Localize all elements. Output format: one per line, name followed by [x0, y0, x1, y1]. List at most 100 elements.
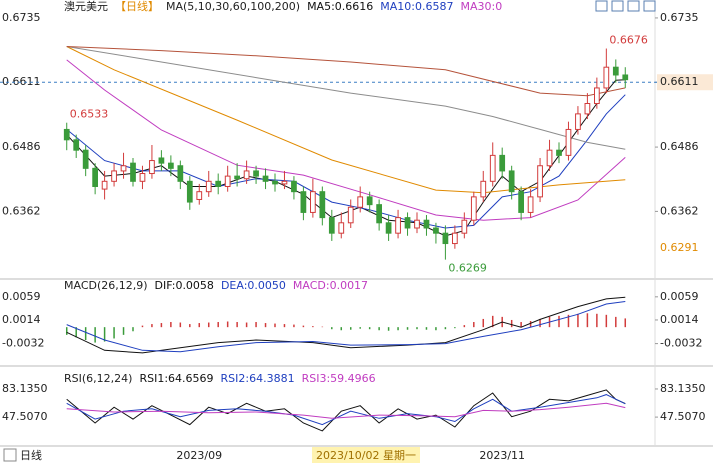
- period-button[interactable]: 日线: [20, 448, 42, 462]
- header-item: MA10:0.6587: [380, 0, 453, 13]
- candle-body: [168, 162, 174, 169]
- y-tick-label: 47.5070: [2, 410, 48, 423]
- candle-body: [603, 66, 610, 89]
- candle-body: [452, 232, 458, 245]
- candle-body: [442, 232, 449, 245]
- candle-body: [224, 175, 231, 187]
- candle-body: [281, 180, 288, 185]
- candle-body: [376, 204, 382, 224]
- candle-body: [291, 180, 297, 193]
- y-tick-label-right: 0.6362: [660, 204, 699, 217]
- series-line: [66, 46, 626, 150]
- candle-body: [63, 128, 70, 141]
- tool-icon[interactable]: [611, 0, 624, 12]
- y-tick-label-right: 0.0059: [660, 290, 699, 303]
- candle-body: [461, 219, 468, 234]
- candle-body: [366, 196, 373, 206]
- y-tick-label: 83.1350: [2, 382, 48, 395]
- candle-body: [205, 180, 212, 193]
- series-line: [66, 301, 626, 353]
- candle-body: [480, 180, 487, 198]
- candle-body: [546, 149, 553, 167]
- y-tick-label: 0.6611: [2, 75, 41, 88]
- candle-body: [111, 170, 117, 182]
- y-tick-label-right: 0.0014: [660, 313, 699, 326]
- header-item: 澳元美元: [64, 0, 108, 13]
- y-tick-label-right: 83.1350: [660, 382, 706, 395]
- panel-header: MACD(26,12,9) DIF:0.0058 DEA:0.0050 MACD:0.…: [64, 279, 368, 292]
- candle-body: [489, 154, 496, 182]
- right-price-label: 0.6291: [660, 241, 699, 254]
- y-tick-label-right: 0.6611: [660, 75, 699, 88]
- candle-body: [101, 180, 108, 190]
- header-item: RSI(6,12,24): [64, 372, 132, 385]
- header-item: RSI1:64.6569: [139, 372, 213, 385]
- candle-body: [262, 175, 269, 182]
- header-item: MACD:0.0017: [293, 279, 368, 292]
- candle-body: [243, 170, 250, 180]
- series-line: [66, 389, 626, 432]
- y-tick-label-right: -0.0032: [660, 337, 702, 350]
- candle-body: [338, 222, 345, 234]
- candle-body: [300, 191, 307, 213]
- header-item: DIF:0.0058: [155, 279, 214, 292]
- panel-header: 澳元美元 【日线】 MA(5,10,30,60,100,200) MA5:0.6616…: [64, 0, 502, 13]
- candle-body: [575, 113, 581, 130]
- candle-body: [584, 103, 591, 115]
- y-tick-label: 0.6735: [2, 11, 41, 24]
- header-item: RSI3:59.4966: [302, 372, 376, 385]
- series-line: [66, 46, 626, 194]
- extreme-label: 0.6269: [448, 262, 487, 275]
- candle-body: [527, 196, 534, 213]
- candle-body: [499, 154, 506, 172]
- header-item: MA30:0: [461, 0, 503, 13]
- candle-body: [433, 227, 439, 234]
- candle-body: [423, 219, 430, 229]
- extreme-label: 0.6533: [70, 108, 109, 121]
- period-icon: [3, 448, 17, 462]
- tool-icon[interactable]: [627, 0, 640, 12]
- x-tick-label: 2023/11: [479, 449, 525, 462]
- candle-body: [594, 87, 600, 105]
- candle-body: [470, 196, 477, 221]
- candle-body: [234, 175, 240, 180]
- candle-body: [347, 206, 354, 224]
- candle-body: [120, 165, 127, 172]
- extreme-label: 0.6676: [609, 34, 648, 47]
- series-line: [66, 94, 626, 229]
- candle-body: [158, 157, 165, 164]
- candle-body: [139, 173, 146, 182]
- header-item: MA5:0.6616: [307, 0, 373, 13]
- candle-body: [177, 165, 184, 182]
- header-item: MA(5,10,30,60,100,200): [166, 0, 300, 13]
- header-item: RSI2:64.3881: [221, 372, 295, 385]
- candle-body: [186, 180, 193, 203]
- y-tick-label: -0.0032: [2, 337, 44, 350]
- cursor-date: 2023/10/02 星期一: [316, 449, 416, 462]
- tool-icon[interactable]: [595, 0, 608, 12]
- candle-body: [149, 160, 155, 175]
- candle-body: [622, 74, 629, 81]
- y-tick-label-right: 0.6486: [660, 140, 699, 153]
- candle-body: [92, 167, 99, 187]
- tool-icon[interactable]: [643, 0, 656, 12]
- candle-body: [253, 170, 259, 177]
- y-tick-label: 0.6486: [2, 140, 41, 153]
- y-tick-label: 0.0014: [2, 313, 41, 326]
- candle-body: [518, 191, 524, 213]
- x-tick-label: 2023/09: [176, 449, 222, 462]
- y-tick-label: 0.0059: [2, 290, 41, 303]
- candle-body: [508, 170, 515, 193]
- y-tick-label-right: 0.6735: [660, 11, 699, 24]
- series-line: [66, 394, 626, 426]
- candle-body: [385, 222, 392, 234]
- candle-body: [319, 191, 326, 219]
- price-label-box: [657, 74, 713, 91]
- toolbar: [595, 0, 656, 12]
- series-line: [66, 402, 626, 419]
- candle-body: [404, 217, 411, 229]
- y-tick-label: 0.6362: [2, 204, 41, 217]
